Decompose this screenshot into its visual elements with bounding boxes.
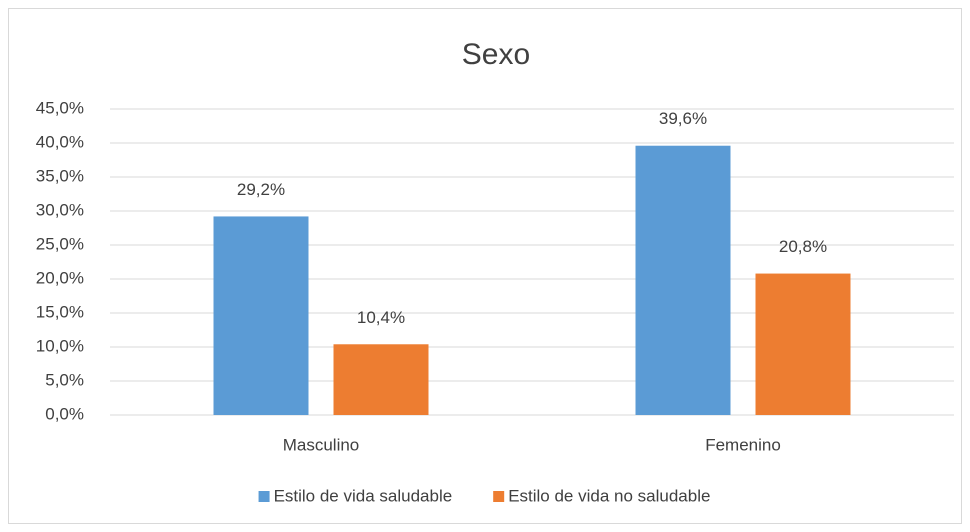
y-tick-label: 30,0% [36,200,84,219]
y-tick-label: 10,0% [36,336,84,355]
y-tick-label: 40,0% [36,132,84,151]
bar [333,344,429,415]
y-tick-label: 35,0% [36,166,84,185]
x-tick-label: Femenino [705,435,781,454]
bar [213,216,309,415]
chart-title: Sexo [462,38,530,71]
y-tick-label: 20,0% [36,268,84,287]
y-tick-label: 0,0% [45,404,84,423]
bar [755,273,851,415]
y-tick-label: 45,0% [36,98,84,117]
legend-label: Estilo de vida saludable [274,486,453,505]
data-label: 10,4% [357,308,405,327]
y-tick-label: 25,0% [36,234,84,253]
chart-border [8,8,962,524]
data-label: 29,2% [237,180,285,199]
y-tick-label: 15,0% [36,302,84,321]
data-label: 39,6% [659,109,707,128]
legend-label: Estilo de vida no saludable [508,486,710,505]
x-tick-label: Masculino [283,435,360,454]
legend-swatch [493,491,505,502]
y-tick-label: 5,0% [45,370,84,389]
data-label: 20,8% [779,237,827,256]
legend-swatch [258,491,270,502]
bar [635,145,731,415]
